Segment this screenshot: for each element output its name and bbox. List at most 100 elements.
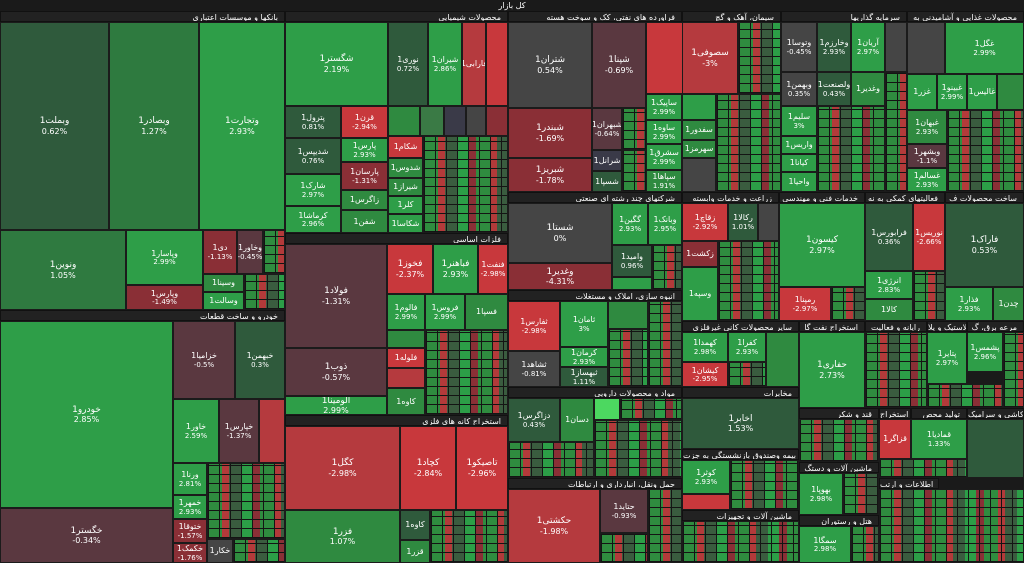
tile-vkharazm[interactable]: وخارزم1 2.93% xyxy=(817,22,851,72)
tile-vbank[interactable]: وبانک1 2.95% xyxy=(648,203,682,245)
tiles-mosaic-it[interactable] xyxy=(865,332,927,408)
tiles-mosaic-mining[interactable] xyxy=(430,510,508,563)
tile-shegostar[interactable]: شگستر1 2.19% xyxy=(285,22,388,106)
tile-chem-a[interactable] xyxy=(388,106,420,136)
tile-kiana[interactable]: کیانا1 xyxy=(781,154,817,172)
sector-title-mining[interactable]: استخراج کانه های فلزی xyxy=(285,415,508,426)
tiles-mosaic-mass[interactable] xyxy=(648,301,682,387)
tile-shafn[interactable]: شفن1 xyxy=(341,210,388,233)
sector-title-pharma[interactable]: مواد و محصولات دارویی xyxy=(508,387,682,398)
tile-kharazm[interactable]: قزر1 xyxy=(400,540,430,563)
tile-bahopa[interactable]: بهوپا1 2.98% xyxy=(799,473,843,515)
tile-khpars[interactable]: خپارس1 -1.37% xyxy=(219,399,259,463)
tile-kahmada[interactable]: کهمدا1 2.98% xyxy=(682,332,728,362)
tile-vbahman[interactable]: وبهمن1 0.35% xyxy=(781,72,817,106)
tile-qzagros[interactable]: قزاگر1 xyxy=(879,419,911,459)
tile-inv-a[interactable] xyxy=(885,22,907,72)
tile-kaveh2[interactable]: کاوه1 xyxy=(400,510,430,540)
tile-zagheh[interactable]: زقاچ1 -2.92% xyxy=(682,203,728,241)
sector-title-insurance[interactable]: بیمه وصندوق بازنشستگی به جزت xyxy=(682,449,799,460)
sector-title-utility[interactable]: زراعت و خدمات وابسته xyxy=(682,192,779,203)
tile-sesofi[interactable]: سصوفی1 -3% xyxy=(682,22,738,94)
sector-title-machinery[interactable]: ماشین آلات و دستگ xyxy=(799,462,879,473)
sector-title-cement[interactable]: سیمان، آهک و گچ xyxy=(682,11,781,22)
tile-kisun[interactable]: کیسون1 2.97% xyxy=(779,203,865,287)
tile-foros[interactable]: فروس1 2.99% xyxy=(425,294,465,330)
tiles-mosaic-pharma[interactable] xyxy=(594,420,682,478)
tiles-mosaic-machines[interactable] xyxy=(682,521,799,563)
sector-title-transport[interactable]: حمل ونقل، انبارداری و ارتباطات xyxy=(508,478,682,489)
tile-vsepeh[interactable]: وسپه1 xyxy=(682,267,718,321)
tile-shiraz[interactable]: شیراز1 xyxy=(388,178,423,196)
tiles-mosaic-transport[interactable] xyxy=(648,489,682,563)
tiles-mosaic-commerce[interactable] xyxy=(879,489,1024,563)
tile-vbsader[interactable]: وبصادر1 1.27% xyxy=(109,22,199,230)
tile-fabahon[interactable]: فباهنر1 2.93% xyxy=(433,244,478,294)
tile-ins-a[interactable] xyxy=(682,494,730,510)
tiles-mosaic-pharma-2[interactable] xyxy=(620,398,682,420)
tile-food-b[interactable] xyxy=(997,74,1024,110)
tiles-mosaic-chemicals[interactable] xyxy=(423,136,508,233)
tile-ghalis[interactable]: غالیس1 xyxy=(967,74,997,110)
tiles-mosaic-nonmetal[interactable] xyxy=(728,362,766,387)
tile-seghil[interactable]: سلیم1 3% xyxy=(781,106,817,136)
tiles-mosaic-auto-2[interactable] xyxy=(233,539,285,563)
tiles-mosaic-machinery[interactable] xyxy=(843,473,879,515)
tile-chem-d[interactable] xyxy=(466,106,486,136)
sector-title-sugar[interactable]: قند و شکر xyxy=(799,408,879,419)
tile-thkerman[interactable]: کرمان1 2.93% xyxy=(560,347,608,367)
tile-nfarabors[interactable]: فرابورس1 0.36% xyxy=(865,203,913,271)
tile-vparas[interactable]: وپارس1 -1.49% xyxy=(126,285,203,310)
tile-vbmellat[interactable]: وبملت1 0.62% xyxy=(0,22,109,230)
tile-zsana[interactable]: زکشت1 xyxy=(682,241,718,267)
tile-qmidea[interactable]: قمادیا1 1.33% xyxy=(911,419,967,459)
tile-vkhavar[interactable]: وخاور1 -0.45% xyxy=(237,230,263,274)
tile-sapik[interactable]: ساپیک1 2.99% xyxy=(646,94,682,120)
tile-kosar[interactable]: کوثر1 2.93% xyxy=(682,460,730,494)
tile-shbehran[interactable]: شبهران1 -0.64% xyxy=(592,108,622,150)
tile-shtran[interactable]: شتران1 0.54% xyxy=(508,22,592,108)
tile-vbshahr[interactable]: وبشهر1 -1.1% xyxy=(907,144,947,168)
tile-rampna[interactable]: رمپنا1 -2.97% xyxy=(779,287,831,321)
sector-title-hotel[interactable]: هتل و رستوران xyxy=(799,515,879,526)
tile-saveh[interactable]: ساوه1 2.99% xyxy=(646,120,682,144)
sector-title-rubber[interactable]: لاستیک و پلا xyxy=(927,321,967,332)
tile-thtehran[interactable]: ثبهساز1 1.11% xyxy=(560,367,608,387)
tile-kaghez[interactable]: کگل1 -2.98% xyxy=(285,426,400,510)
tile-rakala[interactable]: رکالا1 1.01% xyxy=(728,203,758,241)
tile-ghsam[interactable]: غسالم1 2.93% xyxy=(907,168,947,192)
tile-dasan[interactable]: دسان1 xyxy=(560,398,594,442)
tiles-mosaic-electric[interactable] xyxy=(1003,332,1024,408)
tile-shraral[interactable]: شرانل1 xyxy=(592,150,622,171)
sector-title-telecom[interactable]: مخابرات xyxy=(682,387,799,398)
sector-title-nonmetal[interactable]: سایر محصولات کانی غیرفلزی xyxy=(682,321,799,332)
tile-fazar[interactable]: فذار1 2.93% xyxy=(945,287,993,321)
tiles-mosaic-banks[interactable] xyxy=(263,230,285,274)
tile-kheemen[interactable]: خبهمن1 0.3% xyxy=(235,321,285,399)
tile-chem-c[interactable] xyxy=(444,106,466,136)
tile-fanft[interactable]: فنفت1 -2.98% xyxy=(478,244,508,294)
tile-vsazeh[interactable]: ورنا1 2.81% xyxy=(173,463,207,495)
tile-anarji[interactable]: انرژی1 2.83% xyxy=(865,271,913,299)
tile-akhaber[interactable]: اخابر1 1.53% xyxy=(682,398,799,449)
tiles-mosaic-engineering[interactable] xyxy=(831,287,865,321)
tile-mass-a[interactable] xyxy=(608,301,648,329)
tile-met-b[interactable] xyxy=(387,368,425,388)
tile-almina[interactable]: آلومینا1 2.99% xyxy=(285,396,387,415)
sector-title-auto[interactable]: خودرو و ساخت قطعات xyxy=(0,310,285,321)
tiles-mosaic-cement[interactable] xyxy=(738,22,781,94)
tile-khtogha[interactable]: ختوقا1 -1.57% xyxy=(173,519,207,543)
tile-shiran[interactable]: شیران1 2.86% xyxy=(428,22,462,106)
tile-pharma-lime[interactable] xyxy=(594,398,620,420)
tile-fzar[interactable]: فزر1 1.07% xyxy=(285,510,400,563)
sector-title-engineering[interactable]: خدمات فنی و مهندسی xyxy=(779,192,865,203)
tile-khkamak[interactable]: خکمک1 -1.76% xyxy=(173,543,207,563)
sector-title-basemetals[interactable]: فلزات اساسی xyxy=(285,233,508,244)
tile-noris[interactable]: نوریس1 -2.66% xyxy=(913,203,945,271)
sector-title-banks[interactable]: بانکها و موسسات اعتباری xyxy=(0,11,285,22)
sector-title-support[interactable]: فعالیتهای کمکی به نه xyxy=(865,192,945,203)
tile-tapsico[interactable]: تاصیکو1 -2.96% xyxy=(456,426,508,510)
tile-vtoosa[interactable]: وتوسا1 -0.45% xyxy=(781,22,817,72)
tile-fagam[interactable]: فالوم1 2.99% xyxy=(387,294,425,330)
tile-zaghamar[interactable]: دزاگرس1 0.43% xyxy=(508,398,560,442)
